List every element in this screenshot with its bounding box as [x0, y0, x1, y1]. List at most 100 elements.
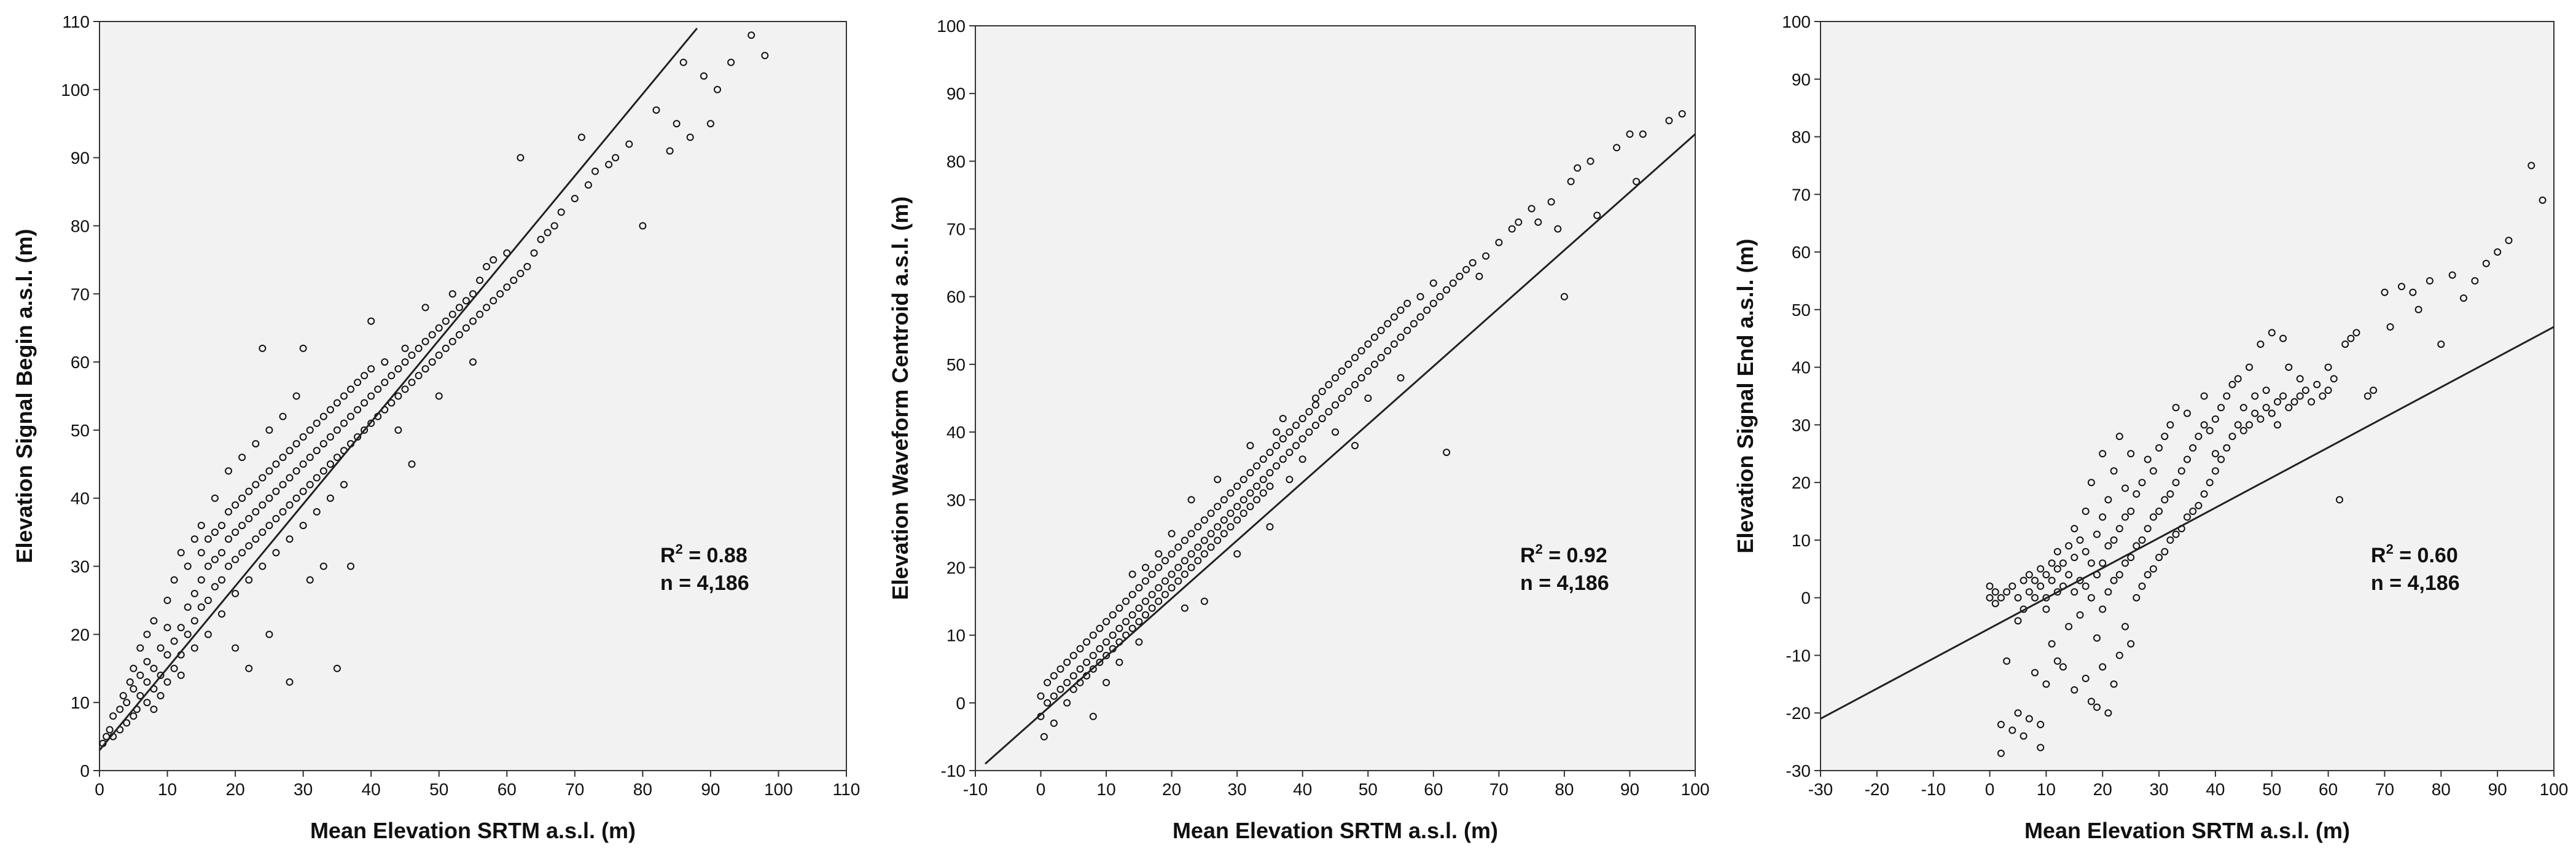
r-squared-annotation: R2 = 0.60	[2371, 541, 2458, 567]
chart-waveform-centroid: -10 0 10 20 30 40 50 60 70 80 90 100 -10 0 10 20 30 40 50 6…	[888, 17, 1709, 843]
data-point	[238, 454, 246, 461]
data-point	[448, 290, 456, 298]
data-point	[1318, 415, 1326, 423]
data-point	[2020, 732, 2028, 740]
data-point	[2104, 709, 2112, 717]
data-point	[2087, 559, 2095, 567]
data-point	[401, 344, 409, 352]
data-point	[1253, 482, 1261, 490]
x-tick-label: 70	[2375, 780, 2394, 799]
data-point	[1613, 144, 1621, 152]
data-point	[1142, 577, 1149, 585]
data-point	[245, 664, 253, 672]
data-point	[1174, 577, 1182, 585]
data-point	[2184, 513, 2191, 521]
data-point	[2082, 508, 2090, 515]
data-point	[1318, 388, 1326, 395]
y-tick-label: 0	[80, 761, 90, 780]
data-point	[1665, 117, 1673, 125]
data-point	[1416, 293, 1424, 300]
data-point	[2206, 426, 2214, 434]
data-point	[462, 297, 470, 305]
data-point	[286, 474, 294, 482]
x-tick-label: 30	[1228, 780, 1247, 799]
data-point	[2127, 640, 2135, 648]
data-point	[1200, 550, 1208, 558]
data-point	[1259, 476, 1267, 484]
data-point	[157, 692, 165, 700]
y-tick-label: 80	[71, 216, 90, 235]
data-point	[2071, 554, 2078, 562]
data-point	[1040, 732, 1048, 740]
x-tick-label: 90	[701, 780, 720, 799]
data-point	[116, 705, 124, 713]
data-point	[2234, 421, 2242, 429]
data-point	[292, 392, 300, 400]
data-point	[2324, 387, 2332, 395]
data-point	[2211, 415, 2219, 423]
data-point	[462, 324, 470, 332]
data-point	[1103, 638, 1110, 646]
x-tick-label: 30	[2149, 780, 2168, 799]
data-point	[225, 535, 232, 543]
data-point	[1423, 306, 1431, 314]
data-point	[2228, 433, 2236, 441]
data-point	[1109, 631, 1117, 639]
data-point	[2087, 594, 2095, 602]
data-point	[2127, 508, 2135, 515]
data-point	[2071, 525, 2078, 533]
data-point	[2324, 363, 2332, 371]
data-point	[2031, 594, 2039, 602]
data-point	[218, 522, 225, 530]
data-point	[1403, 299, 1411, 307]
data-point	[1115, 604, 1123, 612]
y-tick-label: -10	[941, 761, 966, 780]
data-point	[313, 474, 321, 482]
data-point	[126, 678, 134, 686]
data-point	[625, 140, 633, 148]
data-point	[340, 419, 348, 427]
data-point	[2301, 387, 2309, 395]
data-point	[1364, 395, 1372, 402]
data-point	[415, 372, 423, 380]
data-point	[204, 597, 212, 604]
data-point	[150, 664, 158, 672]
x-tick-label: 0	[95, 780, 104, 799]
data-point	[2087, 697, 2095, 705]
data-point	[1168, 584, 1176, 592]
data-point	[1560, 293, 1568, 300]
x-tick-label: 80	[1555, 780, 1574, 799]
data-point	[1357, 347, 1365, 355]
data-point	[1128, 591, 1136, 599]
x-tick-label: 50	[429, 780, 448, 799]
data-point	[2200, 490, 2208, 498]
data-point	[591, 167, 599, 175]
data-point	[1115, 658, 1123, 666]
data-point	[605, 160, 613, 168]
data-point	[2014, 709, 2022, 717]
x-tick-label: 30	[294, 780, 313, 799]
data-point	[2003, 588, 2011, 596]
axis-ticks: 0 10 20 30 40 50 60 70 80 90 100 110 0 10 20 30 40 50 60 70…	[61, 12, 860, 799]
data-point	[2025, 715, 2033, 723]
data-point	[1515, 218, 1523, 226]
x-tick-label: 0	[1985, 780, 1995, 799]
data-point	[2161, 548, 2169, 556]
data-point	[401, 358, 409, 366]
data-point	[1266, 469, 1274, 477]
data-point	[1096, 624, 1104, 632]
data-point	[1174, 564, 1182, 571]
data-point	[2290, 398, 2298, 406]
x-tick-label: 60	[2319, 780, 2338, 799]
data-point	[2093, 703, 2101, 711]
data-point	[557, 208, 565, 216]
x-tick-label: 70	[565, 780, 584, 799]
data-point	[1639, 130, 1647, 138]
data-point	[2053, 588, 2061, 596]
data-point	[347, 562, 354, 570]
data-point	[2251, 392, 2259, 400]
data-point	[1286, 428, 1294, 436]
data-point	[1155, 550, 1163, 558]
data-point	[333, 664, 341, 672]
y-tick-label: 40	[1792, 358, 1811, 377]
